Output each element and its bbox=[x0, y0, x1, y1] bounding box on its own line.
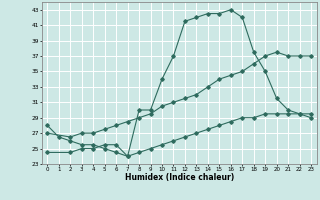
X-axis label: Humidex (Indice chaleur): Humidex (Indice chaleur) bbox=[124, 173, 234, 182]
